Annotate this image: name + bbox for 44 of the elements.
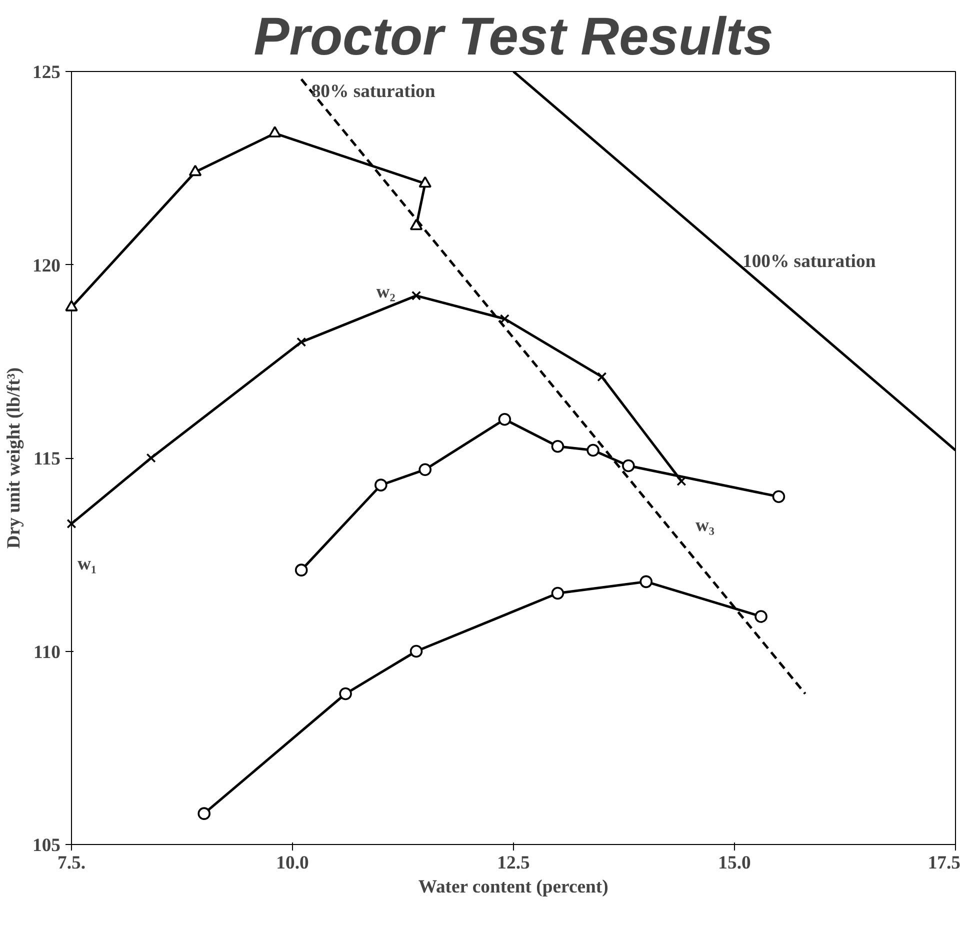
point [66,518,76,528]
point [772,490,786,504]
y-tick-label: 125 [32,62,60,83]
point [198,807,210,820]
x-tick-label: 17.5 [928,852,961,874]
chart-title: Proctor Test Results [254,8,774,66]
point [411,290,422,300]
point [374,478,388,492]
point [551,440,564,453]
annotation: 100% saturation [742,250,876,272]
x-axis-title: Water content (percent) [418,876,608,898]
point [500,314,510,324]
y-tick-label: 115 [34,448,61,470]
x-tick-label: 15.0 [718,852,751,874]
annotation: 80% saturation [311,81,436,102]
point [410,218,423,230]
point [640,575,652,588]
point [65,300,78,312]
annotation: w₃ [695,515,715,536]
point [754,610,768,623]
point [551,586,564,600]
point [188,164,202,176]
y-tick-label: 105 [32,835,60,856]
point [622,459,635,472]
point [410,644,423,658]
annotation: w₂ [376,282,396,303]
point [418,463,432,476]
x-tick-label: 12.5 [497,852,530,874]
x-tick-label: 10.0 [276,852,309,874]
point [268,126,282,138]
point [294,564,308,576]
point [339,687,352,700]
y-axis-title: Dry unit weight (lb/ft³) [4,367,25,549]
point [498,412,512,426]
y-tick-label: 110 [34,642,61,663]
annotation: w₁ [78,554,97,575]
point [296,337,306,347]
point [418,176,432,188]
point [597,372,607,382]
point [586,444,600,457]
y-tick-label: 120 [32,255,60,276]
point [676,476,686,486]
point [146,453,156,463]
x-tick-label: 7.5. [58,852,86,874]
